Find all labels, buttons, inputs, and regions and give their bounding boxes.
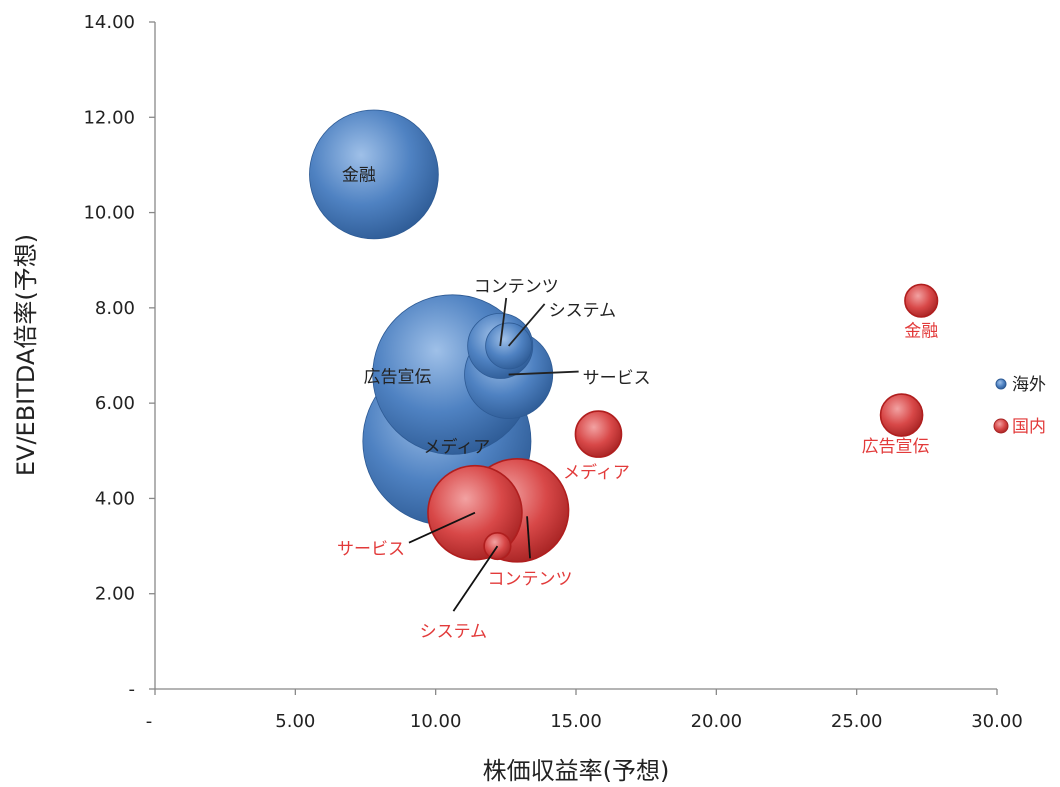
leader-line	[507, 303, 546, 347]
legend-label-1: 国内	[1012, 417, 1046, 437]
legend-marker-1	[993, 418, 1009, 434]
leader-line	[499, 297, 508, 347]
bubble-domestic-1	[879, 393, 924, 437]
y-tick-label: 12.00	[83, 107, 135, 128]
x-tick-label: -	[146, 711, 153, 732]
point-label: メディア	[423, 436, 490, 457]
y-axis-title: EV/EBITDA倍率(予想)	[12, 234, 40, 476]
point-label: 広告宣伝	[364, 368, 432, 388]
x-tick-label: 15.00	[550, 711, 602, 732]
x-tick-label: 10.00	[410, 711, 462, 732]
point-label: メディア	[563, 462, 630, 483]
leader-line	[508, 370, 579, 376]
point-label: サービス	[583, 369, 651, 389]
y-tick-label: 4.00	[95, 488, 135, 509]
bubble-overseas-0	[309, 109, 439, 240]
y-tick-label: -	[129, 679, 136, 700]
x-tick-label: 5.00	[275, 711, 315, 732]
point-label: コンテンツ	[488, 569, 573, 589]
y-tick-label: 2.00	[95, 584, 135, 605]
x-tick-label: 25.00	[831, 711, 883, 732]
bubbles-layer	[309, 109, 939, 563]
y-tick-label: 6.00	[95, 393, 135, 414]
point-label: 広告宣伝	[862, 437, 930, 457]
point-label: サービス	[337, 540, 405, 560]
leader-line	[408, 511, 476, 544]
point-label: 金融	[904, 322, 938, 342]
axes: - 2.00 4.00 6.00 8.00 10.00 12.00 14.00 - 5.00 10.…	[83, 12, 1022, 732]
leader-lines	[408, 297, 579, 612]
point-label: 金融	[342, 165, 376, 185]
bubble-domestic-0	[904, 283, 939, 318]
leader-line	[526, 516, 531, 559]
x-axis-title: 株価収益率(予想)	[483, 757, 670, 785]
legend-marker-0	[995, 378, 1007, 390]
point-labels: 金融広告宣伝メディアサービスコンテンツシステム金融広告宣伝メディアサービスコンテ…	[337, 165, 938, 642]
x-tick-label: 20.00	[691, 711, 743, 732]
y-tick-label: 14.00	[83, 12, 135, 33]
bubble-domestic-2	[574, 410, 623, 458]
leader-line	[452, 545, 499, 612]
point-label: システム	[549, 301, 617, 321]
point-label: コンテンツ	[474, 277, 559, 297]
legend-label-0: 海外	[1012, 375, 1046, 395]
point-label: システム	[420, 622, 488, 642]
x-tick-label: 30.00	[971, 711, 1023, 732]
y-tick-label: 8.00	[95, 298, 135, 319]
y-tick-label: 10.00	[83, 203, 135, 224]
